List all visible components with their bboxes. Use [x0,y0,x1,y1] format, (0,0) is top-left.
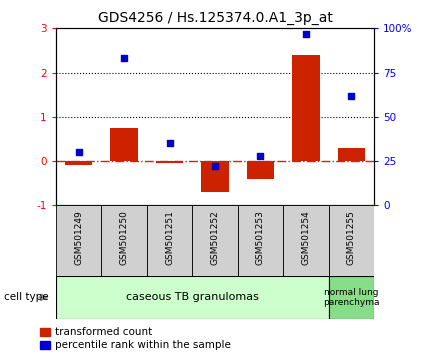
Text: GSM501251: GSM501251 [165,210,174,265]
Point [257,153,264,159]
Bar [338,148,365,161]
Bar [56,276,329,319]
Point [166,141,173,146]
Point [75,149,82,155]
Text: normal lung
parenchyma: normal lung parenchyma [323,288,380,307]
Text: GSM501252: GSM501252 [211,210,219,264]
Bar [65,161,92,166]
Text: GSM501249: GSM501249 [74,210,83,264]
Point [348,93,355,98]
Bar [201,161,229,192]
Text: GDS4256 / Hs.125374.0.A1_3p_at: GDS4256 / Hs.125374.0.A1_3p_at [98,11,332,25]
Point [302,31,309,36]
Bar [192,205,238,276]
Bar [111,128,138,161]
Bar [156,161,183,163]
Bar [329,276,374,319]
Text: caseous TB granulomas: caseous TB granulomas [126,292,259,302]
Text: cell type: cell type [4,292,49,302]
Bar [238,205,283,276]
Bar [147,205,192,276]
Point [121,56,128,61]
Text: GSM501255: GSM501255 [347,210,356,265]
Text: GSM501254: GSM501254 [301,210,310,264]
Bar [292,55,319,161]
Bar [247,161,274,179]
Legend: transformed count, percentile rank within the sample: transformed count, percentile rank withi… [40,327,231,350]
Text: GSM501253: GSM501253 [256,210,265,265]
Bar [56,205,101,276]
Point [212,164,218,169]
Bar [329,205,374,276]
Bar [283,205,329,276]
Bar [101,205,147,276]
Text: GSM501250: GSM501250 [120,210,129,265]
